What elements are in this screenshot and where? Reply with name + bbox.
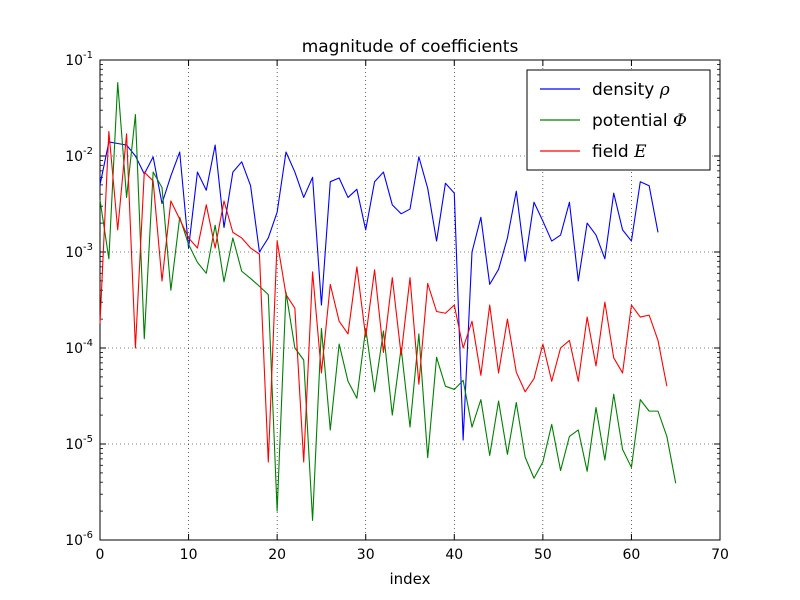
legend-symbol: E [633,142,647,162]
y-tick-base: 10 [65,437,83,453]
series-line-density [99,141,659,441]
y-tick-base: 10 [65,53,83,69]
x-tick-label: 10 [180,547,198,563]
y-tick-exponent: -2 [83,146,93,157]
y-tick-label: 10-2 [65,146,93,165]
y-tick-label: 10-4 [65,338,93,357]
legend-entry-field: field E [592,142,647,162]
y-tick-base: 10 [65,533,83,549]
y-tick-exponent: -4 [83,338,93,349]
x-tick-label: 0 [96,547,105,563]
y-tick-label: 10-3 [65,242,93,261]
x-tick-label: 40 [445,547,463,563]
x-tick-label: 70 [711,547,729,563]
series-line-field [99,130,668,463]
legend-label: field [592,142,634,162]
x-tick-label: 50 [534,547,552,563]
y-tick-base: 10 [65,245,83,261]
series-line-potential [99,82,677,521]
y-tick-label: 10-5 [65,434,93,453]
x-tick-label: 20 [268,547,286,563]
y-tick-exponent: -3 [83,242,93,253]
y-tick-label: 10-1 [65,50,93,69]
legend-symbol: ρ [659,80,670,100]
x-axis-label: index [389,570,430,588]
legend-entry-potential: potential Φ [592,111,687,131]
chart-title: magnitude of coefficients [302,37,519,57]
x-tick-label: 30 [357,547,375,563]
plot-frame [99,59,721,541]
legend-symbol: Φ [673,111,687,131]
y-tick-exponent: -5 [83,434,93,445]
series-lines [99,82,677,521]
y-tick-exponent: -6 [83,530,93,541]
legend-label: potential [592,111,673,131]
y-tick-label: 10-6 [65,530,93,549]
legend-entry-density: density ρ [592,80,670,100]
x-tick-label: 60 [623,547,641,563]
y-tick-base: 10 [65,149,83,165]
y-tick-exponent: -1 [83,50,93,61]
y-tick-base: 10 [65,341,83,357]
legend-label: density [592,80,660,100]
